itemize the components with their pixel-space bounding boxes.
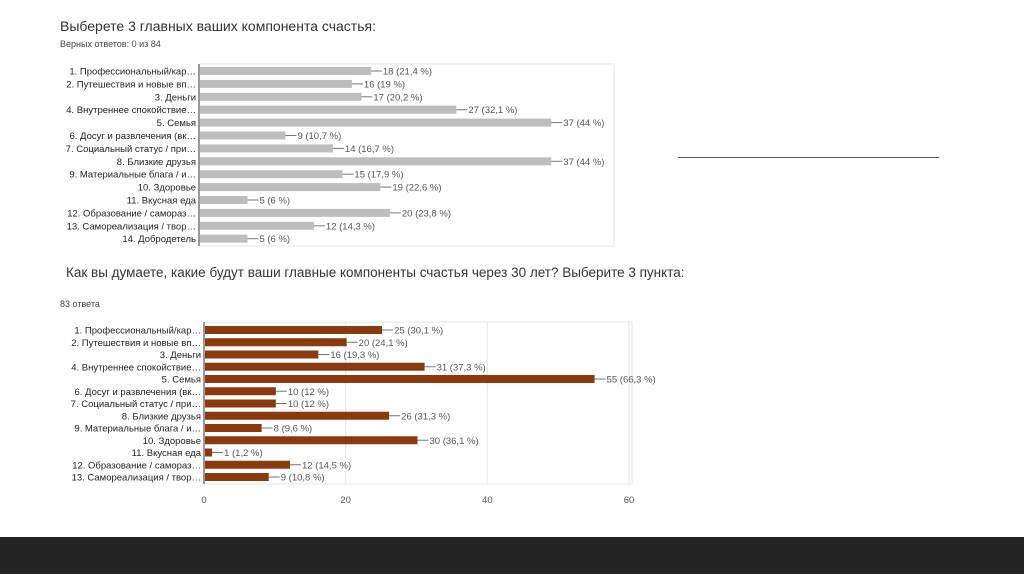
chart0-category-label: 7. Социальный статус / при… xyxy=(66,144,196,155)
chart0-value-label: 17 (20,2 %) xyxy=(373,92,422,103)
chart0-bar xyxy=(200,196,248,204)
chart0-bar xyxy=(200,208,390,217)
chart0-bar xyxy=(200,79,352,88)
chart0-value-label: 15 (17,9 %) xyxy=(354,170,403,181)
footer-bar xyxy=(0,537,1024,574)
chart2-subtitle: 83 ответа xyxy=(60,299,100,309)
chart0-bar xyxy=(200,118,552,127)
chart0-value-label: 18 (21,4 %) xyxy=(383,67,432,78)
chart0-category-label: 1. Профессиональный/кар… xyxy=(69,67,196,78)
chart0-value-label: 27 (32,1 %) xyxy=(468,105,517,116)
chart0-category-label: 13. Самореализация / твор… xyxy=(67,221,196,232)
chart0-value-label: 16 (19 %) xyxy=(364,79,405,90)
chart0-category-label: 3. Деньги xyxy=(155,92,196,103)
chart1-subtitle: Верных ответов: 0 из 84 xyxy=(60,39,161,49)
chart0-category-label: 2. Путешествия и новые вп… xyxy=(66,79,196,90)
chart0-value-label: 19 (22,6 %) xyxy=(392,183,441,194)
chart0-bar xyxy=(200,144,333,153)
divider-line xyxy=(678,157,939,158)
chart0-value-label: 20 (23,8 %) xyxy=(402,208,451,219)
chart0-value-label: 12 (14,3 %) xyxy=(326,221,375,232)
chart0-value-label: 37 (44 %) xyxy=(563,118,604,129)
chart0-category-label: 5. Семья xyxy=(157,118,196,129)
chart1-title: Выберете 3 главных ваших компонента счас… xyxy=(60,18,376,34)
chart0-category-label: 6. Досуг и развлечения (вк… xyxy=(69,131,196,142)
chart0-category-label: 4. Внутреннее спокойствие… xyxy=(66,105,196,116)
chart0-value-label: 14 (16,7 %) xyxy=(345,144,394,155)
chart0-bar xyxy=(200,183,381,192)
chart0-category-label: 9. Материальные блага / и… xyxy=(69,170,196,181)
chart0-category-label: 10. Здоровье xyxy=(138,183,196,194)
chart0-value-label: 9 (10,7 %) xyxy=(297,131,341,142)
chart0-bar xyxy=(200,67,371,75)
chart0-value-label: 5 (6 %) xyxy=(259,234,290,245)
chart0-bar xyxy=(200,234,248,243)
chart0-category-label: 12. Образование / самораз… xyxy=(67,208,196,219)
chart0-value-label: 5 (6 %) xyxy=(259,196,290,207)
chart0-bar xyxy=(200,221,314,230)
chart0-bar xyxy=(200,170,343,179)
chart0-bar xyxy=(200,131,286,140)
chart0-category-label: 8. Близкие друзья xyxy=(117,157,196,168)
chart0-category-label: 11. Вкусная еда xyxy=(127,196,197,207)
chart2-title: Как вы думаете, какие будут ваши главные… xyxy=(66,265,685,280)
chart0-bar xyxy=(200,157,552,166)
chart0-bar xyxy=(200,105,457,114)
chart0-bar xyxy=(200,92,362,101)
chart0-category-label: 14. Добродетель xyxy=(122,234,196,245)
chart0-value-label: 37 (44 %) xyxy=(563,157,604,168)
